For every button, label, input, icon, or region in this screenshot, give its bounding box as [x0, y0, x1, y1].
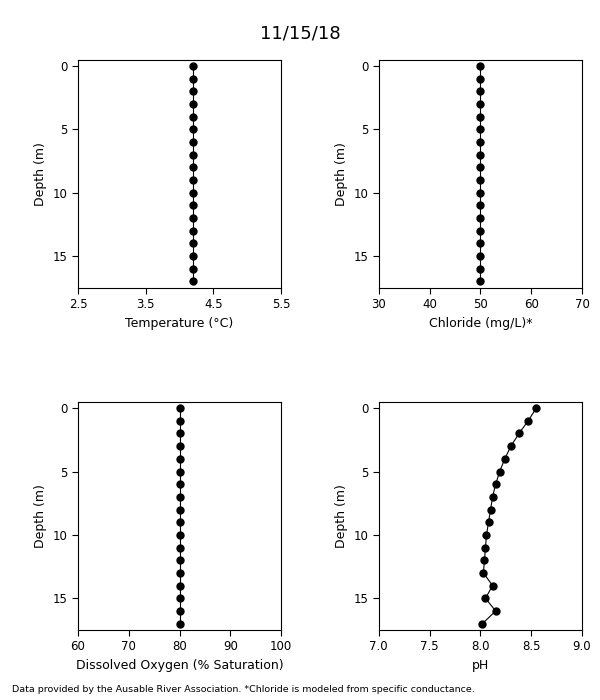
Y-axis label: Depth (m): Depth (m) [34, 484, 47, 548]
Y-axis label: Depth (m): Depth (m) [335, 484, 348, 548]
Y-axis label: Depth (m): Depth (m) [34, 141, 47, 206]
X-axis label: pH: pH [472, 659, 489, 672]
X-axis label: Dissolved Oxygen (% Saturation): Dissolved Oxygen (% Saturation) [76, 659, 283, 672]
Text: 11/15/18: 11/15/18 [260, 25, 340, 43]
X-axis label: Chloride (mg/L)*: Chloride (mg/L)* [428, 316, 532, 330]
Y-axis label: Depth (m): Depth (m) [335, 141, 348, 206]
Text: Data provided by the Ausable River Association. *Chloride is modeled from specif: Data provided by the Ausable River Assoc… [12, 685, 475, 694]
X-axis label: Temperature (°C): Temperature (°C) [125, 316, 234, 330]
